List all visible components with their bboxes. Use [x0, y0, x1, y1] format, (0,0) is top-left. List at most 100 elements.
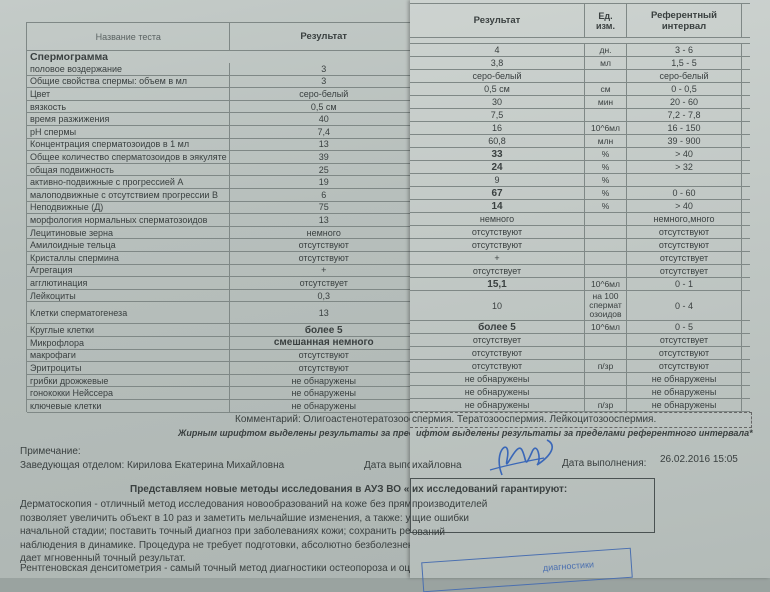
table-row: Лецитиновые зерна немного: [27, 226, 418, 240]
test-result: немного: [230, 226, 418, 239]
unit: [585, 109, 627, 121]
test-name: Общее количество сперматозоидов в эякуля…: [27, 151, 231, 163]
comment-label: Комментарий:: [235, 414, 301, 425]
test-result: более 5: [230, 324, 418, 336]
test-result: 19: [230, 176, 418, 188]
test-name: Концентрация сперматозоидов в 1 мл: [27, 138, 231, 151]
table-row: время разжижения 40: [27, 113, 418, 126]
test-result: 3: [230, 63, 418, 75]
reference-interval: [627, 174, 742, 186]
test-name: вязкость: [27, 100, 231, 113]
unit: п/зр: [585, 360, 627, 372]
table-row: 4 дн. 3 - 6: [410, 44, 750, 57]
left-table-header: Название теста Результат: [27, 23, 418, 51]
unit: мл: [585, 57, 627, 69]
test-result: 40: [230, 113, 418, 125]
test-name: общая подвижность: [27, 163, 231, 176]
test-result: не обнаружены: [230, 374, 418, 387]
test-result: 25: [230, 163, 418, 176]
header-test-name: Название теста: [27, 23, 231, 50]
result-value: 9: [410, 174, 585, 186]
test-result: не обнаружены: [230, 387, 418, 399]
table-row: активно-подвижные с прогрессией А 19: [27, 176, 418, 189]
test-result: 13: [230, 302, 418, 324]
table-row: + отсутствует: [410, 252, 750, 265]
reference-interval: отсутствуют: [627, 226, 742, 238]
result-value: не обнаружены: [410, 386, 585, 398]
table-row: 30 мин 20 - 60: [410, 96, 750, 109]
test-result: отсутствуют: [230, 362, 418, 374]
result-value: не обнаружены: [410, 399, 585, 411]
test-name: половое воздержание: [27, 63, 231, 75]
unit: [585, 226, 627, 238]
unit: см: [585, 83, 627, 95]
table-row: общая подвижность 25: [27, 163, 418, 177]
guarantee-title: их исследований гарантируют:: [412, 484, 568, 495]
unit: мин: [585, 96, 627, 108]
table-row: гонококки Нейссера не обнаружены: [27, 387, 418, 400]
table-row: ключевые клетки не обнаружены: [27, 400, 418, 413]
table-row: отсутствует отсутствует: [410, 265, 750, 278]
guarantee-list: производителей щие ошибки ований: [412, 498, 487, 540]
table-row: Эритроциты отсутствуют: [27, 362, 418, 375]
test-name: морфология нормальных сперматозоидов: [27, 214, 231, 226]
reference-interval: > 40: [627, 200, 742, 212]
table-row: грибки дрожжевые не обнаружены: [27, 374, 418, 388]
unit: [585, 213, 627, 225]
table-row: 24% > 32: [410, 161, 750, 174]
unit: млн: [585, 135, 627, 147]
unit: [585, 239, 627, 251]
table-row: Клетки сперматогенеза 13: [27, 302, 418, 325]
test-name: Неподвижные (Д): [27, 201, 231, 214]
promo-line: позволяет увеличить объект в 10 раз и за…: [20, 512, 422, 524]
reference-interval: отсутствует: [627, 265, 742, 277]
unit: дн.: [585, 44, 627, 56]
comment-text-left: Олигоастенотератозооспермия. Микрофлора.: [303, 414, 517, 425]
result-value: отсутствует: [410, 334, 585, 346]
result-value: отсутствуют: [410, 347, 585, 359]
unit: %: [585, 174, 627, 186]
test-result: серо-белый: [230, 88, 418, 100]
test-result: 3: [230, 75, 418, 88]
guarantee-box: [410, 478, 655, 533]
section-title: Спермограмма: [30, 51, 108, 63]
result-value: 24: [410, 161, 585, 173]
table-row: отсутствуют отсутствуют: [410, 347, 750, 360]
reference-interval: 0 - 60: [627, 187, 742, 199]
reference-interval: серо-белый: [627, 70, 742, 82]
table-row: 67% 0 - 60: [410, 187, 750, 200]
table-row: агглютинация отсутствует: [27, 277, 418, 290]
unit: 10^6мл: [585, 278, 627, 290]
result-value: 15,1: [410, 278, 585, 290]
unit: %: [585, 200, 627, 212]
test-name: Амилоидные тельца: [27, 239, 231, 251]
date-label: Дата выполнения:: [562, 458, 647, 469]
signature-icon: [489, 439, 553, 476]
result-value: отсутствуют: [410, 226, 585, 238]
test-name: гонококки Нейссера: [27, 387, 231, 399]
table-row: более 5 10^6мл 0 - 5: [410, 321, 750, 334]
unit: [585, 334, 627, 346]
table-row: 15,1 10^6мл 0 - 1: [410, 278, 750, 291]
reference-interval: отсутствуют: [627, 347, 742, 359]
reference-interval: > 32: [627, 161, 742, 173]
test-result: отсутствуют: [230, 252, 418, 264]
reference-interval: отсутствует: [627, 252, 742, 264]
unit: п/зр: [585, 399, 627, 411]
test-result: +: [230, 264, 418, 277]
test-name: грибки дрожжевые: [27, 374, 231, 387]
reference-interval: 39 - 900: [627, 135, 742, 147]
table-row: отсутствуют отсутствуют: [410, 239, 750, 252]
left-document-sheet: Название теста Результат Спермограмма по…: [0, 0, 517, 578]
test-name: Эритроциты: [27, 362, 231, 374]
stamp: диагностики: [421, 547, 633, 592]
test-name: агглютинация: [27, 277, 231, 289]
table-row: не обнаружены п/зр не обнаружены: [410, 399, 750, 412]
table-row: Неподвижные (Д) 75: [27, 201, 418, 215]
table-row: малоподвижные с отсутствием прогрессии В…: [27, 189, 418, 202]
unit: на 100 спермат озоидов: [585, 291, 627, 320]
reference-interval: > 40: [627, 148, 742, 160]
table-row: pH спермы 7,4: [27, 126, 418, 139]
result-value: 10: [410, 291, 585, 320]
result-value: 30: [410, 96, 585, 108]
